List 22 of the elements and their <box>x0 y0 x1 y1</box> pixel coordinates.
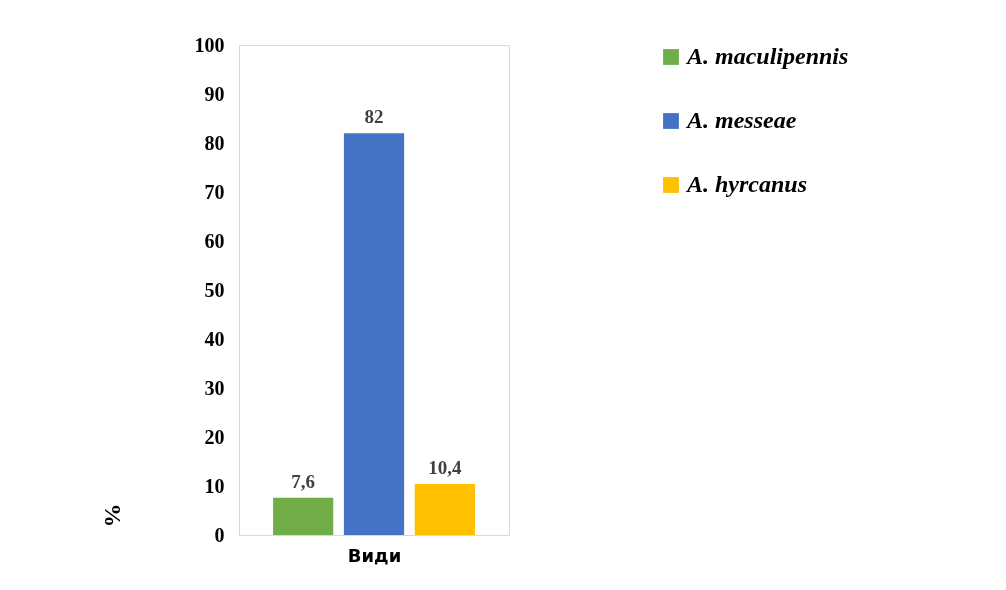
y-tick-label: 60 <box>204 229 225 252</box>
bar <box>343 133 405 535</box>
bar <box>414 484 475 535</box>
legend-label: A. maculipennis <box>685 43 849 69</box>
y-tick-label: 90 <box>204 82 225 105</box>
y-tick-label: 20 <box>204 425 225 448</box>
y-tick-label: 0 <box>214 523 225 546</box>
y-tick-label: 50 <box>204 278 225 301</box>
y-tick-label: 40 <box>204 327 225 350</box>
data-label: 82 <box>364 106 384 128</box>
legend-label: A. messeae <box>685 107 797 133</box>
legend-label: A. hyrcanus <box>685 171 808 197</box>
y-axis-title: % <box>98 503 125 528</box>
y-tick-label: 30 <box>204 376 225 399</box>
y-tick-label: 70 <box>204 180 225 203</box>
x-axis-title: Види <box>347 544 402 566</box>
y-tick-label: 100 <box>194 33 225 56</box>
data-label: 7,6 <box>291 470 316 492</box>
data-label: 10,4 <box>428 457 462 479</box>
y-tick-label: 10 <box>204 474 225 497</box>
y-tick-label: 80 <box>204 131 225 154</box>
bar <box>273 497 334 535</box>
